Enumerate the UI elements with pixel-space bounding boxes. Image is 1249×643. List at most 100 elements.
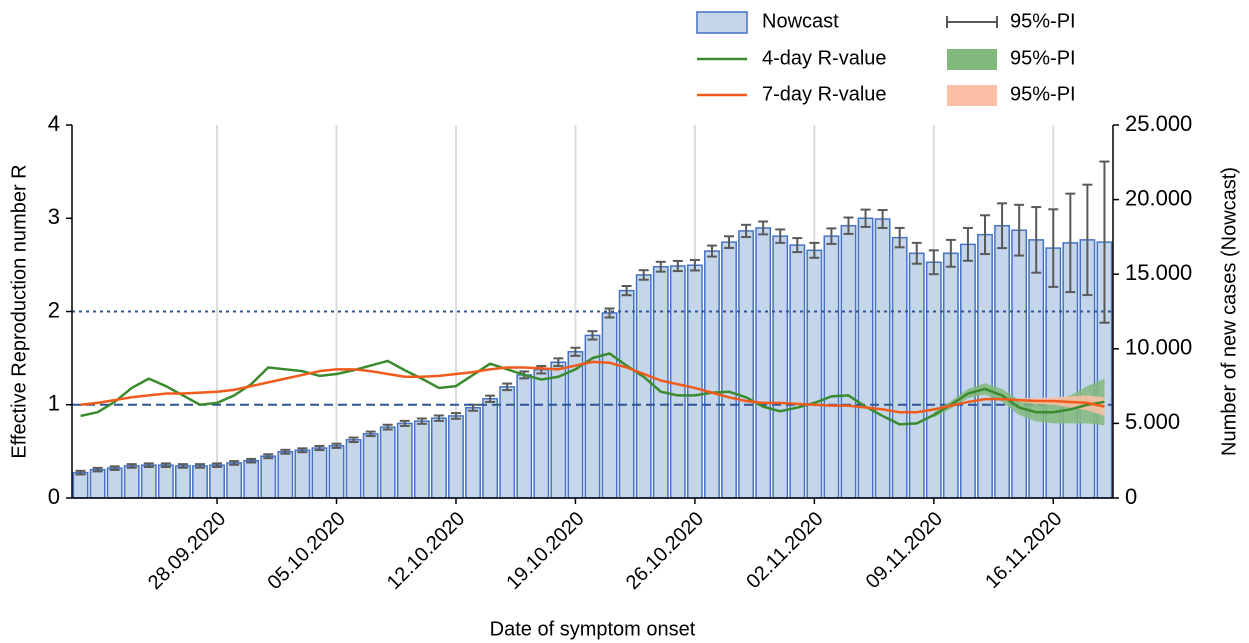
y2-tick-label: 5.000 xyxy=(1125,409,1180,434)
bar xyxy=(157,464,174,499)
bar xyxy=(857,217,874,499)
error-bar xyxy=(775,228,786,244)
legend-label: Nowcast xyxy=(762,10,839,32)
error-bar xyxy=(502,382,513,392)
bar xyxy=(123,465,140,499)
x-axis-label: Date of symptom onset xyxy=(490,618,696,640)
error-bar xyxy=(741,223,752,239)
error-bar xyxy=(314,444,325,452)
error-bar xyxy=(92,466,103,473)
error-bar xyxy=(1065,192,1076,294)
bar xyxy=(260,455,277,499)
error-bar xyxy=(553,357,564,368)
bar xyxy=(430,417,447,499)
error-bar xyxy=(194,463,205,469)
bar xyxy=(140,464,157,499)
error-bar xyxy=(1099,160,1110,324)
bar xyxy=(362,433,379,499)
error-bar xyxy=(246,457,257,464)
x-tick-label: 05.10.2020 xyxy=(263,508,349,594)
error-bar xyxy=(177,463,188,469)
bar xyxy=(89,468,106,499)
bar xyxy=(755,227,772,499)
error-bar xyxy=(126,463,137,469)
error-bar xyxy=(143,462,154,468)
y2-tick-label: 15.000 xyxy=(1125,260,1192,285)
error-bar xyxy=(348,436,359,444)
x-tick-label: 12.10.2020 xyxy=(383,508,469,594)
bar xyxy=(925,261,942,499)
bar xyxy=(192,465,208,499)
bar xyxy=(294,449,311,499)
error-bar xyxy=(450,412,461,420)
y2-axis-label: Number of new cases (Nowcast) xyxy=(1218,167,1240,456)
legend-label: 95%-PI xyxy=(1010,83,1076,105)
error-bar xyxy=(160,462,171,468)
error-bar xyxy=(1014,203,1025,257)
legend-swatch xyxy=(947,85,997,106)
bar xyxy=(379,426,396,499)
x-tick-label: 28.09.2020 xyxy=(144,508,230,594)
bar xyxy=(413,420,430,499)
error-bar xyxy=(212,462,223,468)
legend-label: 95%-PI xyxy=(1010,10,1076,32)
error-bar xyxy=(1031,206,1042,274)
error-bar xyxy=(706,244,717,258)
error-bar xyxy=(331,442,342,449)
bar xyxy=(635,274,652,499)
bar xyxy=(942,252,959,499)
bar xyxy=(908,252,925,499)
bar xyxy=(243,459,260,499)
x-tick-label: 26.10.2020 xyxy=(622,508,708,594)
error-bar xyxy=(263,453,274,460)
bar xyxy=(960,243,976,499)
error-bar xyxy=(843,216,854,235)
bar xyxy=(823,235,840,499)
bar xyxy=(1028,239,1045,499)
error-bar xyxy=(1048,208,1059,288)
x-tick-label: 02.11.2020 xyxy=(742,508,827,593)
error-bar xyxy=(75,469,86,476)
bar xyxy=(448,415,464,499)
error-bar xyxy=(399,419,410,427)
error-bar xyxy=(877,209,888,229)
error-bar xyxy=(962,226,973,262)
error-bar xyxy=(229,460,240,466)
bar xyxy=(618,289,635,499)
y-tick-label: 1 xyxy=(48,391,60,416)
error-bar xyxy=(809,241,820,259)
bar xyxy=(328,445,345,499)
error-bar xyxy=(945,238,956,268)
y-tick-label: 2 xyxy=(48,297,60,322)
bar xyxy=(994,224,1010,499)
bar xyxy=(209,464,225,499)
y-tick-label: 4 xyxy=(48,111,60,136)
bar xyxy=(874,218,891,499)
bar xyxy=(277,450,294,499)
bar xyxy=(465,406,481,499)
error-bar xyxy=(280,448,291,455)
error-bar xyxy=(792,237,803,254)
bar xyxy=(772,235,789,499)
error-bar xyxy=(980,214,991,256)
error-bar xyxy=(297,447,308,454)
bar xyxy=(704,250,720,499)
bar xyxy=(499,386,516,499)
error-bar xyxy=(928,249,939,276)
y2-tick-label: 10.000 xyxy=(1125,335,1192,360)
error-bar xyxy=(672,259,683,273)
line xyxy=(80,352,1105,426)
error-bar xyxy=(109,465,120,471)
bar xyxy=(789,244,806,499)
error-bar xyxy=(638,269,649,281)
bar xyxy=(311,447,328,499)
bar xyxy=(396,422,413,499)
y-tick-label: 3 xyxy=(48,204,60,229)
bar xyxy=(806,249,823,499)
bar xyxy=(72,471,89,499)
y-tick-label: 0 xyxy=(48,484,60,509)
y2-tick-label: 25.000 xyxy=(1125,111,1192,136)
bar xyxy=(738,230,755,499)
